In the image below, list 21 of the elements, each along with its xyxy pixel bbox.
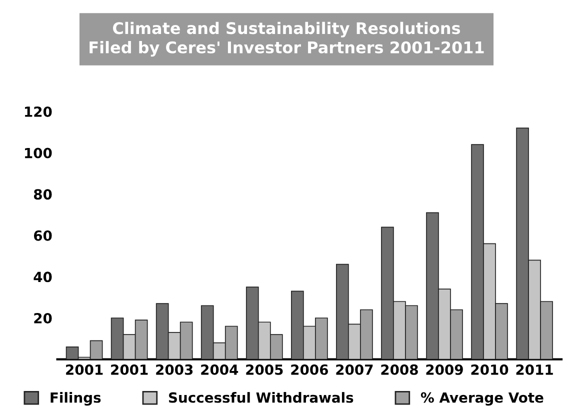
chart-title: Climate and Sustainability Resolutions Filed by Ceres' Investor Partners 2001-2011 [90, 22, 484, 57]
y-tick-label: 80 [34, 189, 52, 200]
x-tick-label: 2006 [291, 364, 328, 375]
x-tick-label: 2001 [111, 364, 148, 375]
x-tick-label: 2005 [246, 364, 283, 375]
y-tick-label: 60 [34, 230, 52, 241]
legend-label: Successful Withdrawals [168, 392, 354, 403]
x-tick-label: 2007 [336, 364, 373, 375]
legend-label: Filings [50, 392, 101, 406]
y-tick-label: 20 [34, 312, 52, 324]
y-tick-label: 120 [25, 106, 52, 117]
x-tick-label: 2004 [201, 364, 238, 375]
y-tick-label: 100 [25, 148, 52, 158]
x-tick-label: 2010 [471, 364, 508, 375]
x-tick-label: 2011 [516, 364, 553, 375]
x-tick-label: 2009 [426, 364, 463, 375]
x-tick-label: 2001 [66, 364, 103, 375]
legend-label: % Average Vote [420, 392, 544, 406]
y-tick-label: 40 [34, 272, 52, 282]
x-tick-label: 2003 [156, 364, 193, 375]
x-tick-label: 2008 [381, 364, 418, 375]
